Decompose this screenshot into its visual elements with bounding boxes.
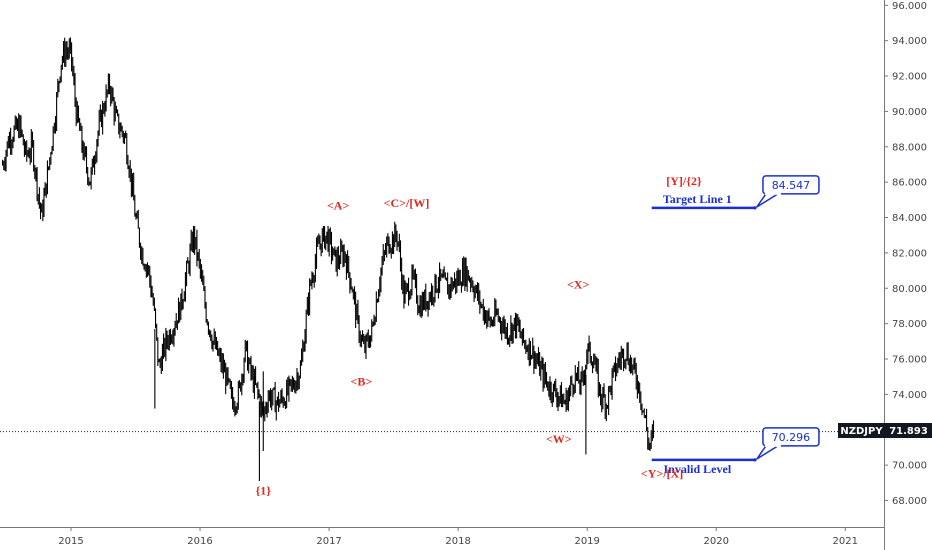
callout-box [762,427,820,447]
y-tick-label: 68.000 [892,496,927,507]
x-tick-label: 2016 [187,536,212,547]
callout-box [762,175,820,195]
x-tick-label: 2019 [574,536,599,547]
y-tick-label: 74.000 [892,390,927,401]
wave-labels: <A> <B> <C>/[W] <X> <W> {1} <Y>/[X] [Y]/{2} [256,174,702,497]
y-tick-label: 78.000 [892,319,927,330]
y-tick-label: 86.000 [892,178,927,189]
y-tick-label: 94.000 [892,36,927,47]
wave-label: <X> [567,277,590,291]
y-tick-label: 70.000 [892,461,927,472]
wave-label: <Y>/[X] [641,466,683,480]
last-price-badge [885,423,932,438]
level-value: 84.547 [772,179,811,192]
y-tick-label: 84.000 [892,213,927,224]
callout-gap [764,191,781,195]
price-badges: NZDJPY 71.893 [838,423,932,438]
x-axis-ticks: 2015 2016 2017 2018 2019 2020 2021 [58,527,858,547]
level-anchor-dot [753,458,757,462]
y-tick-label: 92.000 [892,72,927,83]
last-price-label: 71.893 [889,426,928,437]
levels: 84.547 Target Line 1 70.296 Invalid Level [651,175,820,476]
callout-pointer [756,445,779,460]
level-label: Target Line 1 [663,192,732,206]
price-series [2,37,655,452]
wave-label: <A> [327,199,350,213]
y-tick-label: 76.000 [892,354,927,365]
level-label: Invalid Level [663,462,731,476]
level-anchor-dot [753,206,757,210]
y-tick-label: 88.000 [892,142,927,153]
x-tick-label: 2018 [445,536,470,547]
callout-pointer [756,193,779,208]
x-tick-label: 2017 [316,536,341,547]
callout-gap [764,443,781,447]
x-tick-label: 2021 [833,536,858,547]
x-tick-label: 2020 [704,536,729,547]
x-tick-label: 2015 [58,536,83,547]
wave-label: <W> [546,432,572,446]
y-tick-label: 80.000 [892,284,927,295]
wave-label: {1} [256,483,272,497]
symbol-label: NZDJPY [840,426,883,437]
wave-label: [Y]/{2} [666,174,702,188]
y-tick-label: 96.000 [892,1,927,12]
level-value: 70.296 [772,431,811,444]
wave-label: <B> [350,375,372,389]
wave-label: <C>/[W] [384,196,430,210]
y-tick-label: 82.000 [892,248,927,259]
symbol-badge [838,423,885,438]
y-tick-label: 90.000 [892,107,927,118]
price-spikes [154,328,587,482]
